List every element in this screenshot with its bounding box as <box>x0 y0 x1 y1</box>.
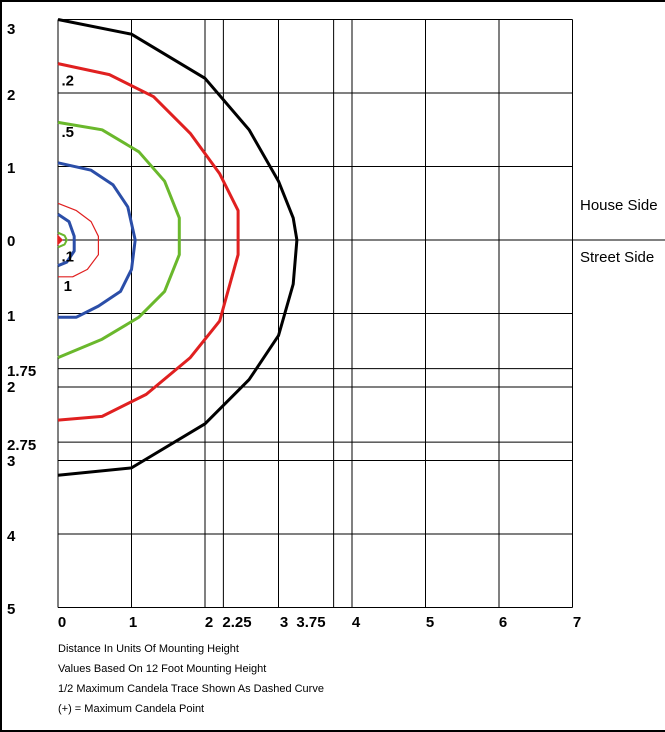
y-tick-label: 0 <box>7 233 15 250</box>
y-tick-label: 2 <box>7 379 15 396</box>
isocandela-curve <box>57 202 99 278</box>
x-tick-label: 3.75 <box>296 614 325 631</box>
isocandela-curve <box>57 18 299 477</box>
note-distance-units: Distance In Units Of Mounting Height <box>58 643 239 655</box>
curve-value-label: .1 <box>61 249 74 266</box>
y-tick-label: 2.75 <box>7 437 36 454</box>
y-tick-label: 5 <box>7 601 15 618</box>
x-tick-label: 2 <box>205 614 213 631</box>
curve-value-label: .5 <box>61 124 74 141</box>
street-side-label: Street Side <box>580 249 655 266</box>
x-tick-label: 0 <box>58 614 66 631</box>
x-tick-label: 3 <box>280 614 288 631</box>
x-tick-label: 7 <box>573 614 581 631</box>
note-max-candela-point: (+) = Maximum Candela Point <box>58 703 205 715</box>
x-tick-label: 6 <box>499 614 507 631</box>
max-candela-marker <box>57 234 64 246</box>
y-tick-label: 1.75 <box>7 363 36 380</box>
y-tick-label: 2 <box>7 87 15 104</box>
y-tick-label: 4 <box>7 528 16 545</box>
isocandela-curve <box>57 213 76 268</box>
y-tick-label: 1 <box>7 160 15 177</box>
isocandela-curve <box>57 62 240 422</box>
x-tick-label: 2.25 <box>222 614 251 631</box>
y-tick-label: 3 <box>7 21 15 38</box>
curve-value-label: 1 <box>64 278 72 295</box>
x-tick-label: 1 <box>129 614 137 631</box>
isocandela-curve <box>57 120 181 359</box>
note-half-max-candela: 1/2 Maximum Candela Trace Shown As Dashe… <box>58 683 324 695</box>
y-tick-label: 1 <box>7 308 15 325</box>
curve-value-label: .2 <box>61 72 74 89</box>
note-mounting-height: Values Based On 12 Foot Mounting Height <box>58 663 267 675</box>
house-side-label: House Side <box>580 197 658 214</box>
x-tick-label: 5 <box>426 614 434 631</box>
y-tick-label: 3 <box>7 453 15 470</box>
isocandela-curve <box>57 231 68 249</box>
x-tick-label: 4 <box>352 614 361 631</box>
isocandela-curve <box>57 161 137 319</box>
